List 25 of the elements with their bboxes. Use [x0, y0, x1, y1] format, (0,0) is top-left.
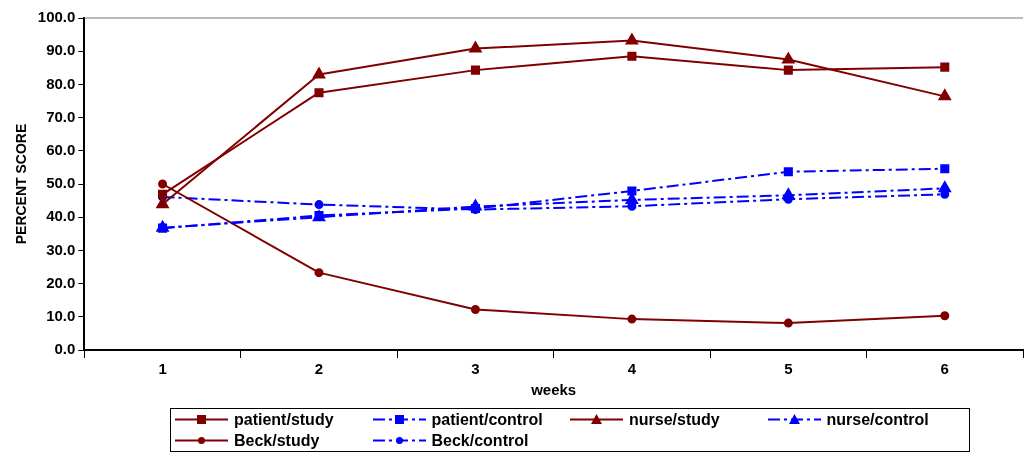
- y-tick-label: 50.0: [46, 174, 76, 192]
- legend-label: Beck/study: [234, 431, 320, 450]
- y-tick-label: 90.0: [46, 41, 76, 59]
- y-tick-label: 100.0: [37, 8, 76, 26]
- x-tick-label: 3: [471, 360, 480, 378]
- y-tick-label: 60.0: [46, 140, 76, 158]
- legend-label: Beck/control: [431, 431, 529, 450]
- x-tick-label: 2: [314, 360, 324, 378]
- legend-label: patient/study: [234, 410, 334, 429]
- y-axis-title: PERCENT SCORE: [13, 123, 30, 245]
- y-tick-label: 30.0: [46, 240, 76, 258]
- legend-label: nurse/control: [826, 410, 929, 429]
- legend-label: nurse/study: [629, 410, 720, 429]
- legend-label: patient/control: [431, 410, 543, 429]
- x-tick-label: 1: [158, 360, 167, 378]
- y-tick-label: 70.0: [46, 107, 76, 125]
- y-tick-label: 0.0: [54, 340, 76, 358]
- x-tick-label: 5: [784, 360, 793, 378]
- y-tick-label: 80.0: [46, 74, 76, 92]
- y-tick-label: 40.0: [46, 207, 76, 225]
- x-tick-label: 6: [940, 360, 949, 378]
- y-tick-label: 10.0: [46, 306, 76, 324]
- x-tick-label: 4: [627, 360, 637, 378]
- y-tick-label: 20.0: [46, 273, 76, 291]
- x-axis-title: weeks: [530, 381, 577, 399]
